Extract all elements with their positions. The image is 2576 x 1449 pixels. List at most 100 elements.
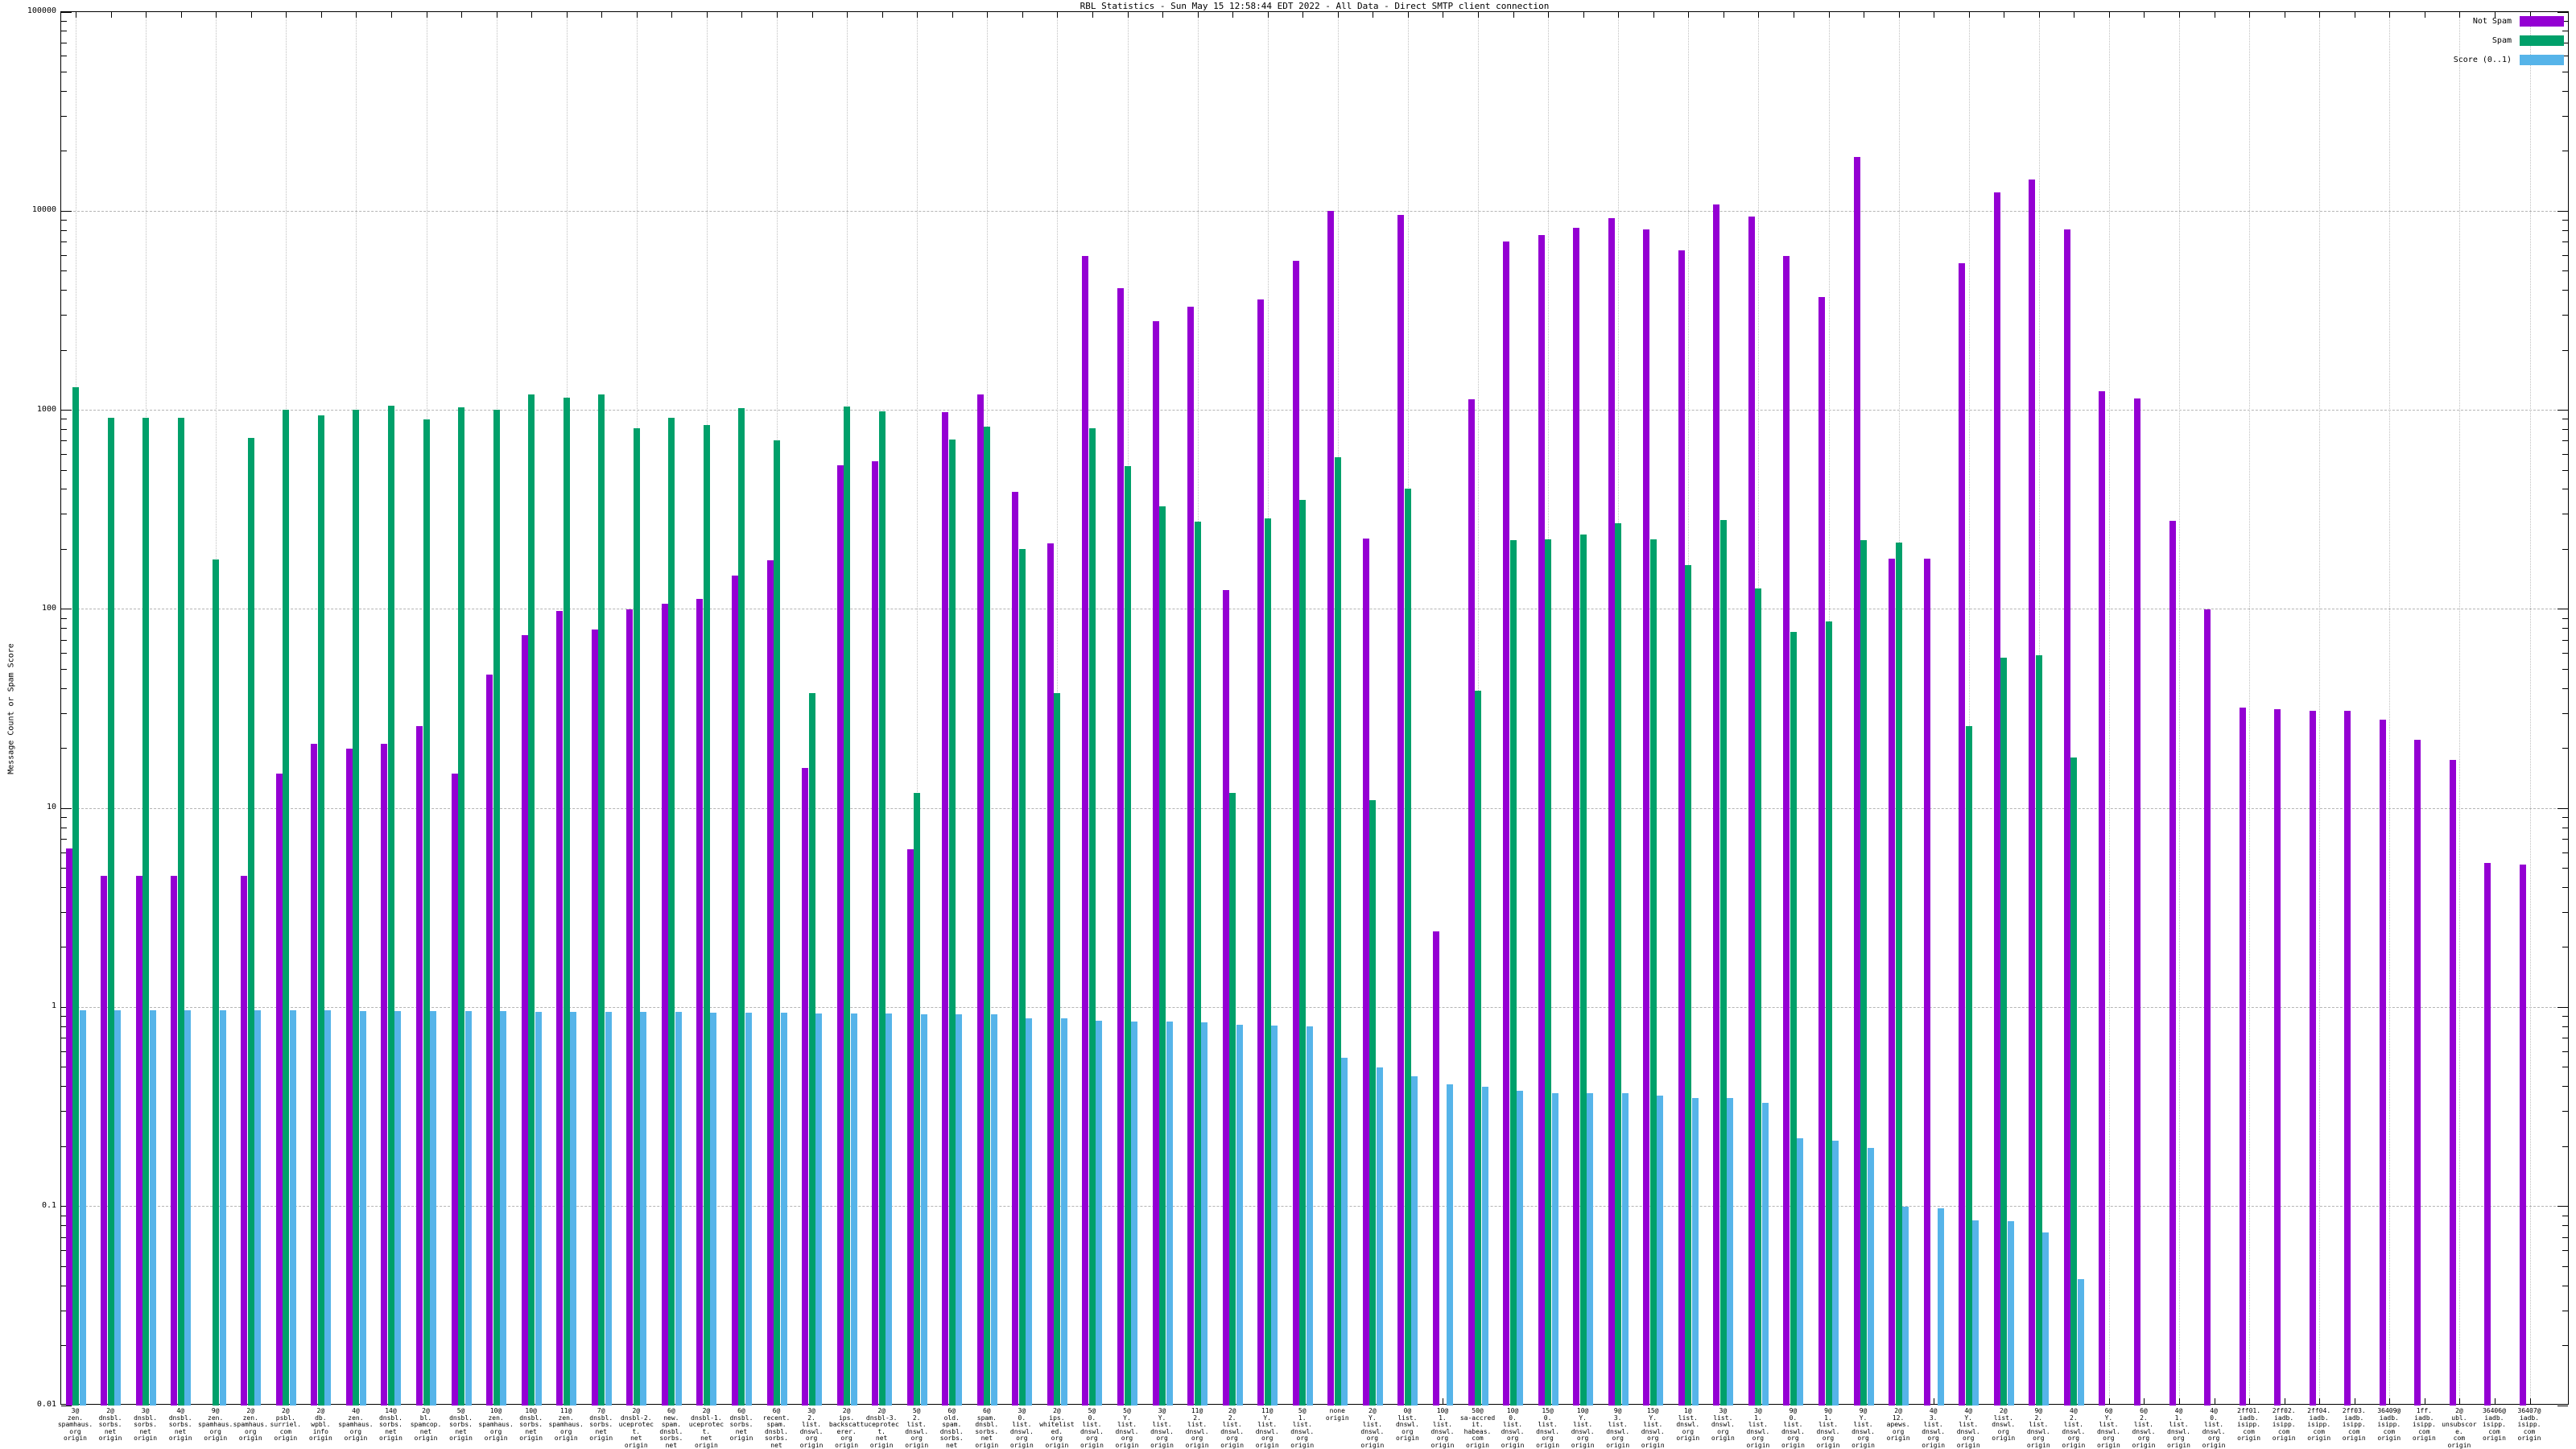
bar-score (149, 1009, 156, 1406)
bar-not-spam (2449, 760, 2456, 1406)
x-tick-label: 2@ db. wpbl. info origin (308, 1407, 332, 1442)
x-tick (1197, 12, 1199, 18)
x-tick-label: 2@ dnsbl-2. uceprotect. net origin (618, 1407, 654, 1449)
bar-score (956, 1014, 963, 1406)
bar-score (500, 1010, 507, 1406)
legend-item-spam: Spam (2454, 35, 2564, 46)
bar-spam (633, 427, 640, 1406)
bar-score (1446, 1084, 1453, 1406)
bar-score (1411, 1076, 1418, 1406)
x-tick (1267, 12, 1269, 18)
x-tick (1022, 12, 1023, 18)
bar-not-spam (766, 560, 774, 1406)
x-tick (881, 12, 883, 18)
y-minor-tick (2562, 628, 2568, 630)
y-minor-tick (61, 1086, 67, 1088)
y-tick-label: 1000 (36, 404, 56, 414)
y-minor-tick (2562, 315, 2568, 316)
y-minor-tick (2562, 617, 2568, 619)
x-tick (1653, 12, 1654, 18)
bar-not-spam (2063, 229, 2070, 1406)
bar-not-spam (836, 464, 844, 1406)
y-minor-tick (2562, 290, 2568, 291)
y-minor-tick (2562, 748, 2568, 749)
y-tick-label: 10000 (31, 205, 56, 215)
x-tick (1688, 12, 1690, 18)
bar-not-spam (241, 875, 248, 1406)
bar-score (605, 1011, 612, 1406)
bar-not-spam (696, 598, 704, 1406)
y-tick-label: 10 (46, 803, 56, 812)
y-minor-tick (2562, 653, 2568, 654)
bar-score (114, 1009, 122, 1406)
y-minor-tick (61, 838, 67, 840)
bar-not-spam (2204, 609, 2211, 1406)
x-tick (2494, 12, 2496, 18)
y-minor-tick (61, 1016, 67, 1018)
x-tick-label: 7@ dnsbl. sorbs. net origin (589, 1407, 613, 1442)
bar-not-spam (1222, 589, 1229, 1406)
bar-spam (1825, 621, 1832, 1406)
bar-not-spam (591, 630, 598, 1406)
y-minor-tick (61, 687, 67, 689)
x-tick-label: 2ff01. iadb. isipp. com origin (2237, 1407, 2261, 1442)
bar-not-spam (135, 875, 142, 1406)
y-axis-label: Message Count or Spam Score (6, 643, 16, 774)
bar-spam (177, 417, 184, 1406)
x-tick (286, 12, 287, 18)
x-tick (2494, 1398, 2496, 1404)
y-minor-tick (2562, 1051, 2568, 1052)
x-gridline (2108, 12, 2110, 1404)
y-minor-tick (61, 1265, 67, 1267)
bar-score (2042, 1232, 2050, 1406)
x-tick (1618, 12, 1620, 18)
bar-score (1131, 1021, 1137, 1406)
bar-score (745, 1013, 752, 1406)
bar-not-spam (101, 875, 108, 1406)
bar-spam (1545, 539, 1552, 1406)
bar-score (920, 1014, 927, 1406)
y-minor-tick (61, 816, 67, 818)
bar-spam (1965, 725, 1972, 1406)
bar-spam (213, 559, 220, 1406)
y-minor-tick (61, 1026, 67, 1027)
y-minor-tick (2562, 20, 2568, 22)
bar-score (990, 1014, 997, 1406)
y-tick-label: 100000 (27, 6, 56, 15)
bar-score (780, 1013, 787, 1406)
x-tick-label: 50@ sa-accredit. habeas. com origin (1459, 1407, 1496, 1449)
y-minor-tick (2562, 349, 2568, 351)
bar-spam (1159, 506, 1166, 1406)
x-tick (1407, 12, 1409, 18)
x-tick (636, 12, 638, 18)
x-tick-label: 2@ Y. list. dnswl. org origin (1360, 1407, 1385, 1449)
x-tick (847, 12, 848, 18)
bar-spam (1404, 489, 1411, 1406)
bar-not-spam (1046, 543, 1054, 1406)
x-tick (180, 12, 182, 18)
y-major-tick (61, 11, 72, 13)
x-tick-label: 9@ 3. list. dnswl. org origin (1606, 1407, 1630, 1449)
x-tick-label: 11@ zen. spamhaus. org origin (548, 1407, 584, 1442)
bar-spam (1088, 427, 1096, 1406)
bar-score (1727, 1098, 1734, 1406)
bar-not-spam (381, 744, 388, 1406)
chart-title: RBL Statistics - Sun May 15 12:58:44 EDT… (1080, 1, 1550, 11)
y-minor-tick (61, 1051, 67, 1052)
x-tick (2459, 1398, 2461, 1404)
bar-not-spam (872, 461, 879, 1406)
x-tick (250, 12, 252, 18)
bar-not-spam (1573, 228, 1580, 1406)
bar-spam (703, 425, 710, 1406)
bar-score (1271, 1026, 1278, 1406)
bar-spam (353, 410, 360, 1406)
bar-score (324, 1009, 332, 1406)
bar-spam (1685, 565, 1692, 1406)
x-tick (2529, 12, 2531, 18)
x-tick (356, 12, 357, 18)
x-tick-label: 5@ 1. list. dnswl. org origin (1290, 1407, 1315, 1449)
x-tick (2249, 1398, 2251, 1404)
bar-spam (668, 417, 675, 1406)
x-tick-label: 6@ spam. dnsbl. sorbs. net origin (975, 1407, 999, 1449)
bar-spam (1649, 539, 1657, 1406)
